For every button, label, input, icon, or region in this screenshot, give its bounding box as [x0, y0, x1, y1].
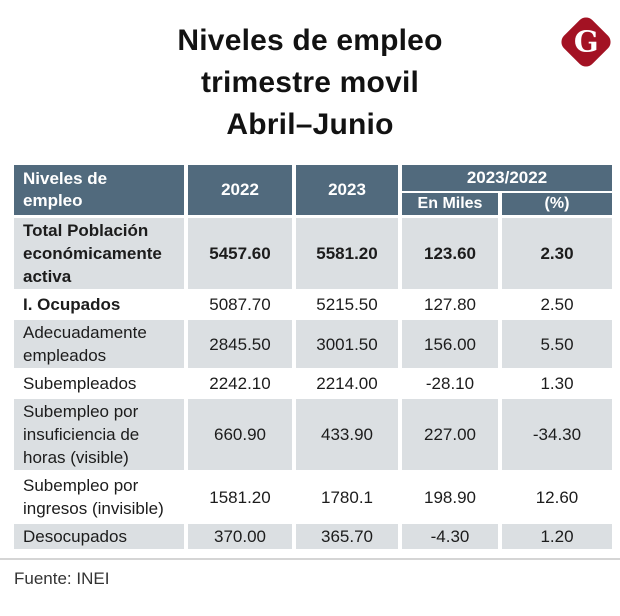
table-row: I. Ocupados 5087.70 5215.50 127.80 2.50 — [14, 292, 612, 317]
table-row: Subempleo por insuficiencia de horas (vi… — [14, 399, 612, 470]
gestion-logo: G — [556, 12, 616, 72]
header-2022: 2022 — [188, 165, 292, 215]
table-row: Adecuadamente empleados 2845.50 3001.50 … — [14, 320, 612, 368]
value-pct: 5.50 — [502, 320, 612, 368]
title-line-2: trimestre movil — [200, 66, 420, 99]
row-label: Adecuadamente empleados — [14, 320, 184, 368]
value-miles: -28.10 — [402, 371, 498, 396]
title-line-1: Niveles de empleo — [177, 24, 443, 57]
value-pct: -34.30 — [502, 399, 612, 470]
value-2023: 5581.20 — [296, 218, 398, 289]
table-row: Subempleo por ingresos (invisible) 1581.… — [14, 473, 612, 521]
row-label: Subempleo por insuficiencia de horas (vi… — [14, 399, 184, 470]
header-percent: (%) — [502, 193, 612, 215]
value-pct: 1.20 — [502, 524, 612, 549]
logo-letter: G — [573, 24, 599, 58]
value-pct: 2.30 — [502, 218, 612, 289]
row-label: I. Ocupados — [14, 292, 184, 317]
value-2023: 365.70 — [296, 524, 398, 549]
value-miles: 156.00 — [402, 320, 498, 368]
value-miles: -4.30 — [402, 524, 498, 549]
value-miles: 123.60 — [402, 218, 498, 289]
table-header: Niveles de empleo 2022 2023 2023/2022 En… — [14, 165, 612, 215]
source-note: Fuente: INEI — [14, 569, 110, 588]
value-2022: 660.90 — [188, 399, 292, 470]
value-miles: 127.80 — [402, 292, 498, 317]
employment-table: Niveles de empleo 2022 2023 2023/2022 En… — [14, 165, 612, 549]
value-2022: 1581.20 — [188, 473, 292, 521]
value-pct: 1.30 — [502, 371, 612, 396]
value-2022: 2242.10 — [188, 371, 292, 396]
logo-diamond-icon: G — [557, 13, 615, 71]
value-pct: 12.60 — [502, 473, 612, 521]
value-2023: 5215.50 — [296, 292, 398, 317]
footer-divider — [0, 558, 620, 560]
table-row: Desocupados 370.00 365.70 -4.30 1.20 — [14, 524, 612, 549]
header-2023: 2023 — [296, 165, 398, 215]
table-row: Total Población económicamente activa 54… — [14, 218, 612, 289]
value-pct: 2.50 — [502, 292, 612, 317]
value-2023: 2214.00 — [296, 371, 398, 396]
title-line-3: Abril–Junio — [226, 108, 394, 141]
row-label: Desocupados — [14, 524, 184, 549]
header-group-2023-2022: 2023/2022 — [402, 165, 612, 191]
header-en-miles: En Miles — [402, 193, 498, 215]
value-2022: 5087.70 — [188, 292, 292, 317]
page-title: Niveles de empleo trimestre movil Abril–… — [0, 0, 620, 146]
row-label: Subempleados — [14, 371, 184, 396]
value-miles: 227.00 — [402, 399, 498, 470]
value-2022: 5457.60 — [188, 218, 292, 289]
value-2023: 433.90 — [296, 399, 398, 470]
header-levels: Niveles de empleo — [14, 165, 184, 215]
value-miles: 198.90 — [402, 473, 498, 521]
row-label: Subempleo por ingresos (invisible) — [14, 473, 184, 521]
table-row: Subempleados 2242.10 2214.00 -28.10 1.30 — [14, 371, 612, 396]
value-2022: 2845.50 — [188, 320, 292, 368]
value-2023: 3001.50 — [296, 320, 398, 368]
value-2023: 1780.1 — [296, 473, 398, 521]
row-label: Total Población económicamente activa — [14, 218, 184, 289]
value-2022: 370.00 — [188, 524, 292, 549]
